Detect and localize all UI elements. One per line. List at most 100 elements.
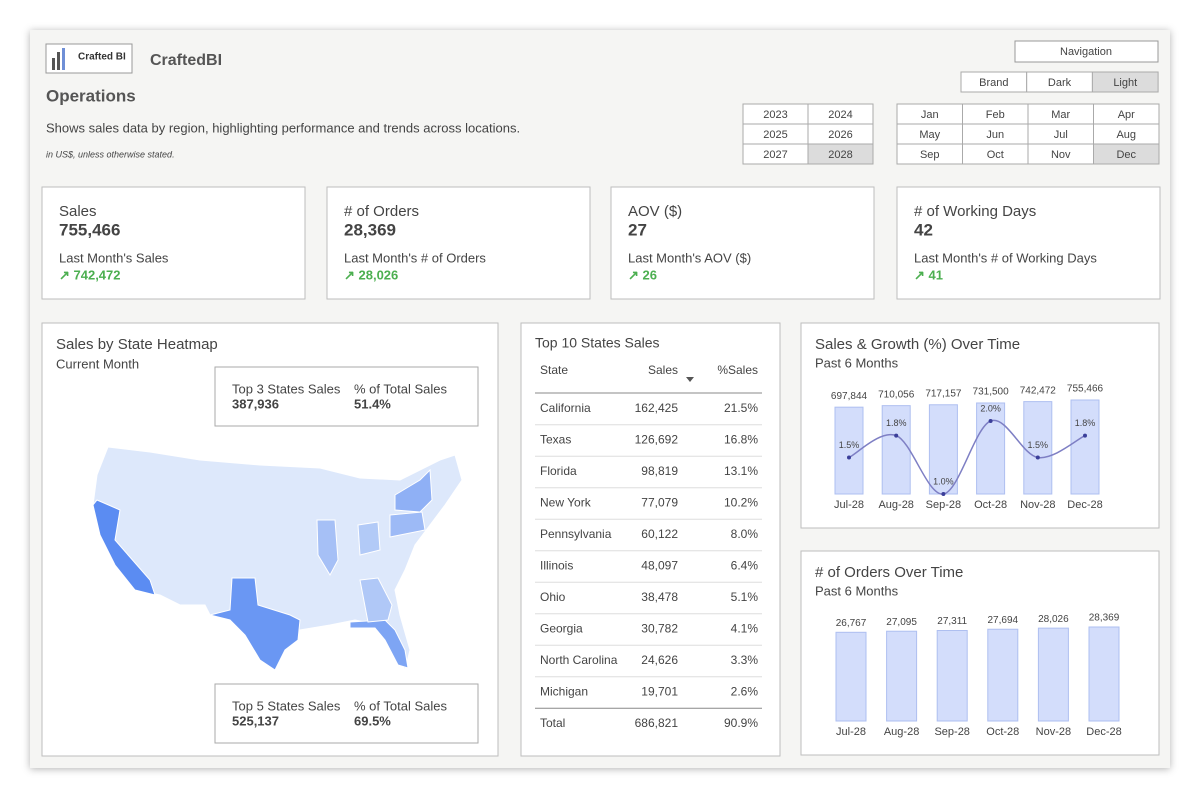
x-tick-label: Jul-28 [834,499,864,511]
month-label[interactable]: Jan [921,109,939,121]
month-label[interactable]: Nov [1051,149,1071,161]
kpi-title: AOV ($) [628,203,682,220]
month-label[interactable]: Jun [986,129,1004,141]
kpi-title: # of Working Days [914,203,1036,220]
summary-share-label: % of Total Sales [354,381,447,396]
bar [1088,626,1120,722]
table-cell: 8.0% [731,527,759,541]
kpi-title: # of Orders [344,203,419,220]
description: Shows sales data by region, highlighting… [46,120,520,135]
month-button[interactable] [1093,143,1160,165]
logo-text: Crafted BI [78,52,126,63]
table-header: %Sales [717,363,758,377]
kpi-last-label: Last Month's # of Orders [344,250,486,265]
month-label[interactable]: Oct [987,149,1004,161]
x-tick-label: Oct-28 [986,726,1019,738]
bar-value-label: 731,500 [973,387,1010,398]
x-tick-label: Aug-28 [878,499,913,511]
kpi-card [326,186,591,300]
theme-label[interactable]: Light [1113,77,1137,89]
theme-label[interactable]: Brand [979,77,1008,89]
month-label[interactable]: Mar [1051,109,1070,121]
table-cell: Georgia [540,622,583,636]
growth-point [1035,455,1040,460]
table-cell: 77,079 [641,496,678,510]
table-cell: New York [540,496,592,510]
table-cell: Pennsylvania [540,527,612,541]
table-cell: California [540,401,591,415]
year-label[interactable]: 2025 [763,129,787,141]
month-label[interactable]: Apr [1118,109,1135,121]
year-label[interactable]: 2024 [828,109,852,121]
x-tick-label: Jul-28 [836,726,866,738]
sales-chart-title: Sales & Growth (%) Over Time [815,336,1020,353]
table-cell: 98,819 [641,464,678,478]
table-cell: 10.2% [724,496,758,510]
bar [928,404,958,495]
month-label[interactable]: Dec [1116,149,1136,161]
kpi-card [896,186,1161,300]
navigation-label[interactable]: Navigation [1060,46,1112,58]
growth-point [988,419,993,423]
table-cell: 3.3% [731,653,759,667]
kpi-value: 27 [628,220,647,239]
summary-value: 525,137 [232,713,279,728]
kpi-value: 42 [914,220,933,239]
navigation-button[interactable] [1014,40,1159,63]
bar [881,405,911,495]
table-cell: 38,478 [641,590,678,604]
year-label[interactable]: 2023 [763,109,787,121]
table-cell: 2.6% [731,685,759,699]
month-label[interactable]: Sep [920,149,940,161]
table-cell: 16.8% [724,433,758,447]
table-cell: 6.4% [731,559,759,573]
bar [976,402,1006,495]
note: in US$, unless otherwise stated. [46,149,175,159]
year-label[interactable]: 2026 [828,129,852,141]
table-title: Top 10 States Sales [535,335,660,351]
bar [1037,627,1069,722]
kpi-value: 755,466 [59,220,120,239]
summary-share: 69.5% [354,713,391,728]
table-cell: Michigan [540,685,588,699]
summary-label: Top 3 States Sales [232,381,341,396]
bar [886,630,918,722]
table-cell: 162,425 [635,401,679,415]
heatmap-subtitle: Current Month [56,356,139,371]
theme-label[interactable]: Dark [1048,77,1072,89]
us-map [92,446,463,672]
bar-value-label: 755,466 [1067,384,1104,395]
orders-chart-title: # of Orders Over Time [815,564,963,581]
table-cell: 4.1% [731,622,759,636]
x-tick-label: Aug-28 [884,726,919,738]
sales-chart-subtitle: Past 6 Months [815,355,899,370]
month-label[interactable]: Feb [986,109,1005,121]
bar [936,630,968,722]
growth-point [1083,433,1087,438]
growth-label: 1.8% [886,418,907,428]
year-button[interactable] [807,143,874,165]
x-tick-label: Sep-28 [926,499,961,511]
table-total: 90.9% [724,716,758,730]
bar-value-label: 27,095 [886,617,917,628]
growth-point [941,492,946,496]
table-cell: Texas [540,433,571,447]
year-label[interactable]: 2027 [763,149,787,161]
year-label[interactable]: 2028 [828,149,852,161]
theme-button[interactable] [1091,71,1159,93]
month-label[interactable]: Jul [1054,129,1068,141]
kpi-last-value: ↗ 26 [628,267,657,282]
table-header: State [540,363,568,377]
growth-point [847,455,851,460]
growth-point [894,433,899,438]
bar-value-label: 26,767 [836,618,867,629]
month-label[interactable]: May [919,129,940,141]
sort-icon[interactable] [686,377,694,382]
x-tick-label: Oct-28 [974,499,1007,511]
bar-value-label: 27,311 [937,616,967,627]
summary-value: 387,936 [232,396,279,411]
table-cell: 24,626 [641,653,678,667]
bar [1070,399,1100,495]
table-cell: Florida [540,464,577,478]
month-label[interactable]: Aug [1116,129,1136,141]
